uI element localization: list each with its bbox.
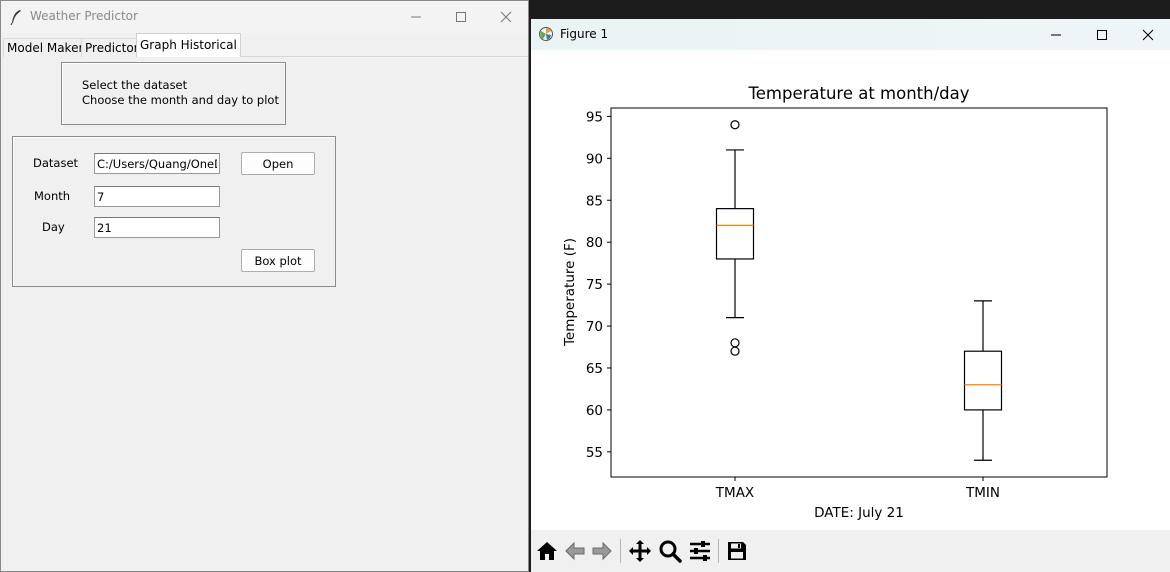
pan-move-icon (629, 540, 651, 562)
instructions-panel: Select the dataset Choose the month and … (61, 62, 286, 125)
navigation-toolbar (531, 530, 1170, 572)
back-arrow-icon (565, 541, 585, 561)
toolbar-separator (620, 539, 621, 563)
x-tick-label: TMAX (715, 485, 754, 501)
maximize-button[interactable] (438, 1, 484, 33)
matplotlib-icon (539, 27, 553, 41)
box-tmax (715, 120, 755, 356)
tab-graph-historical[interactable]: Graph Historical (136, 33, 241, 57)
day-input[interactable] (94, 217, 220, 238)
forward-button[interactable] (589, 538, 615, 564)
notebook-tabs: Model Maker Predictor Graph Historical (3, 33, 528, 57)
outlier-point (730, 346, 740, 356)
zoom-button[interactable] (657, 538, 683, 564)
y-tick-label: 90 (586, 151, 603, 167)
month-label: Month (34, 189, 71, 203)
title-bar: Weather Predictor (1, 1, 528, 33)
back-button[interactable] (562, 538, 588, 564)
iqr-box (715, 208, 755, 260)
x-axis-label: DATE: July 21 (814, 505, 904, 521)
figure-window: Figure 1 Temperature at month/day 55 60 65… (531, 19, 1170, 572)
save-disk-icon (728, 542, 746, 560)
close-icon (1142, 29, 1154, 40)
outlier-point (730, 120, 740, 130)
box-plot-button[interactable]: Box plot (241, 249, 315, 272)
boxplot-form: Dataset Open Month Day Box plot (12, 136, 336, 287)
x-axis: TMAX TMIN (715, 477, 1000, 501)
configure-subplots-icon (690, 541, 710, 561)
y-axis: 55 60 65 70 75 80 85 90 95 (586, 109, 611, 461)
minimize-button[interactable] (393, 1, 439, 33)
y-axis-label: Temperature (F) (562, 238, 578, 347)
zoom-magnifier-icon (659, 540, 682, 563)
pan-button[interactable] (627, 538, 653, 564)
x-tick-label: TMIN (965, 485, 1000, 501)
figure-close-button[interactable] (1125, 19, 1170, 50)
y-tick-label: 70 (586, 319, 603, 335)
tab-predictor[interactable]: Predictor (81, 38, 143, 57)
y-tick-label: 55 (586, 445, 603, 461)
y-tick-label: 65 (586, 361, 603, 377)
day-label: Day (42, 220, 65, 234)
save-button[interactable] (724, 538, 750, 564)
instruction-line: Select the dataset (82, 78, 188, 92)
home-button[interactable] (534, 538, 560, 564)
y-tick-label: 85 (586, 193, 603, 209)
month-input[interactable] (94, 186, 220, 207)
close-icon (500, 11, 512, 23)
figure-title: Figure 1 (560, 27, 609, 41)
home-icon (537, 542, 557, 560)
outlier-point (730, 338, 740, 348)
y-tick-label: 80 (586, 235, 603, 251)
feather-icon (10, 10, 21, 25)
maximize-icon (1097, 29, 1107, 40)
maximize-icon (456, 12, 466, 22)
tab-model-maker[interactable]: Model Maker (3, 38, 88, 57)
minimize-icon (1051, 34, 1061, 35)
box-tmin (963, 300, 1003, 461)
chart-title: Temperature at month/day (747, 84, 969, 103)
window-title: Weather Predictor (30, 9, 138, 23)
instruction-line: Choose the month and day to plot (82, 93, 279, 107)
open-button[interactable]: Open (241, 152, 315, 175)
weather-predictor-window: Weather Predictor Model Maker Predictor … (0, 0, 529, 572)
figure-title-bar: Figure 1 (531, 19, 1170, 50)
dataset-label: Dataset (33, 156, 79, 170)
y-tick-label: 60 (586, 403, 603, 419)
dataset-path-input[interactable] (94, 153, 220, 174)
y-tick-label: 75 (586, 277, 603, 293)
figure-maximize-button[interactable] (1079, 19, 1125, 50)
minimize-icon (411, 16, 421, 18)
figure-minimize-button[interactable] (1033, 19, 1079, 50)
toolbar-separator (718, 539, 719, 563)
plot-canvas[interactable]: Temperature at month/day 55 60 65 70 75 80 85 9… (531, 50, 1170, 530)
plot-area (610, 107, 1108, 478)
configure-subplots-button[interactable] (687, 538, 713, 564)
close-button[interactable] (483, 1, 529, 33)
y-tick-label: 95 (586, 109, 603, 125)
iqr-box (963, 350, 1003, 411)
forward-arrow-icon (592, 541, 612, 561)
box-series (715, 120, 1003, 461)
